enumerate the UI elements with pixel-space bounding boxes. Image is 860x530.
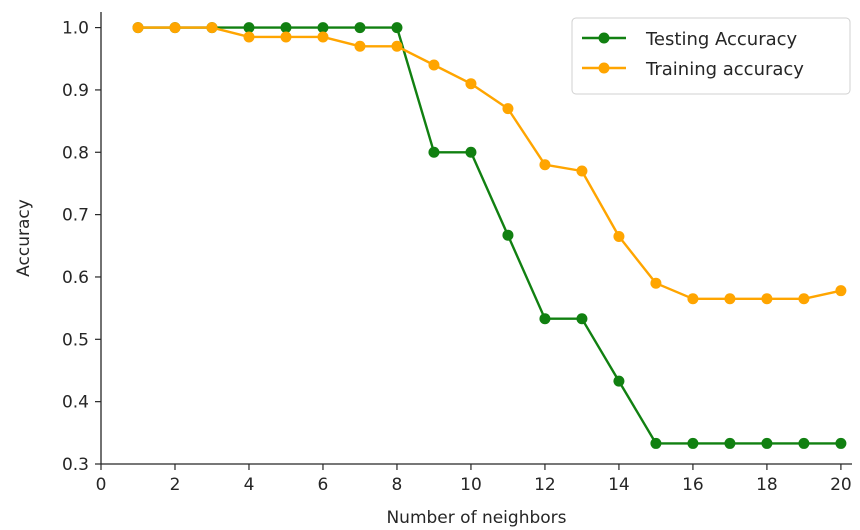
series-line: [138, 26, 841, 445]
data-point: [650, 437, 662, 449]
x-tick-label: 8: [392, 475, 403, 495]
data-point: [132, 22, 144, 34]
data-point: [280, 22, 292, 34]
data-point: [761, 437, 773, 449]
axes-layer: [100, 12, 852, 465]
data-point: [576, 313, 588, 325]
data-point: [687, 437, 699, 449]
x-tick-label: 20: [830, 475, 852, 495]
series-1: [132, 22, 847, 305]
data-point: [206, 22, 218, 34]
data-point: [835, 437, 847, 449]
y-tick-label: 1.0: [62, 19, 89, 39]
data-point: [243, 22, 255, 34]
data-point: [502, 103, 514, 115]
data-point: [391, 22, 403, 34]
x-tick-label: 0: [96, 475, 107, 495]
x-tick-label: 12: [534, 475, 556, 495]
data-point: [576, 165, 588, 177]
legend: Testing Accuracy Training accuracy: [571, 17, 851, 95]
y-tick-label: 0.3: [62, 455, 89, 475]
data-point: [428, 59, 440, 71]
data-point: [243, 31, 255, 43]
data-point: [835, 285, 847, 297]
data-point: [650, 277, 662, 289]
legend-label: Training accuracy: [645, 59, 804, 80]
data-point: [428, 146, 440, 158]
data-point: [798, 293, 810, 305]
series-layer: [132, 22, 847, 449]
data-point: [613, 375, 625, 387]
x-tick-label: 16: [682, 475, 704, 495]
data-point: [502, 229, 514, 241]
data-point: [724, 437, 736, 449]
data-point: [465, 78, 477, 90]
series-line: [138, 26, 842, 300]
data-point: [798, 437, 810, 449]
y-tick-label: 0.4: [62, 393, 89, 413]
y-tick-label: 0.9: [62, 81, 89, 101]
x-tick-label: 14: [608, 475, 630, 495]
data-point: [465, 146, 477, 158]
x-tick-label: 4: [244, 475, 255, 495]
data-point: [539, 313, 551, 325]
y-tick-label: 0.5: [62, 330, 89, 350]
x-axis-title: Number of neighbors: [386, 508, 566, 528]
y-axis-ticks: 0.3 0.4 0.5 0.6 0.7 0.8 0.9 1.0: [62, 19, 101, 475]
data-point: [724, 293, 736, 305]
x-tick-label: 10: [460, 475, 482, 495]
data-point: [539, 159, 551, 171]
y-tick-label: 0.6: [62, 268, 89, 288]
x-tick-label: 2: [170, 475, 181, 495]
data-point: [687, 293, 699, 305]
y-axis-title: Accuracy: [14, 199, 34, 277]
data-point: [613, 230, 625, 242]
legend-label: Testing Accuracy: [645, 29, 798, 50]
data-point: [761, 293, 773, 305]
data-point: [317, 22, 329, 34]
data-point: [354, 22, 366, 34]
legend-swatch-marker: [598, 62, 610, 74]
data-point: [391, 40, 403, 52]
y-tick-label: 0.7: [62, 206, 89, 226]
data-point: [280, 31, 292, 43]
legend-item: Testing Accuracy: [582, 29, 798, 50]
x-tick-label: 18: [756, 475, 778, 495]
y-tick-label: 0.8: [62, 143, 89, 163]
legend-box: [571, 17, 851, 95]
x-axis-ticks: 0 2 4 6 8 10 12 14 16 18 20: [96, 464, 852, 495]
data-point: [317, 31, 329, 43]
legend-item: Training accuracy: [582, 59, 804, 80]
data-point: [354, 40, 366, 52]
data-point: [169, 22, 181, 34]
legend-items: Testing Accuracy Training accuracy: [582, 29, 804, 80]
x-tick-label: 6: [318, 475, 329, 495]
legend-swatch-marker: [598, 32, 610, 44]
